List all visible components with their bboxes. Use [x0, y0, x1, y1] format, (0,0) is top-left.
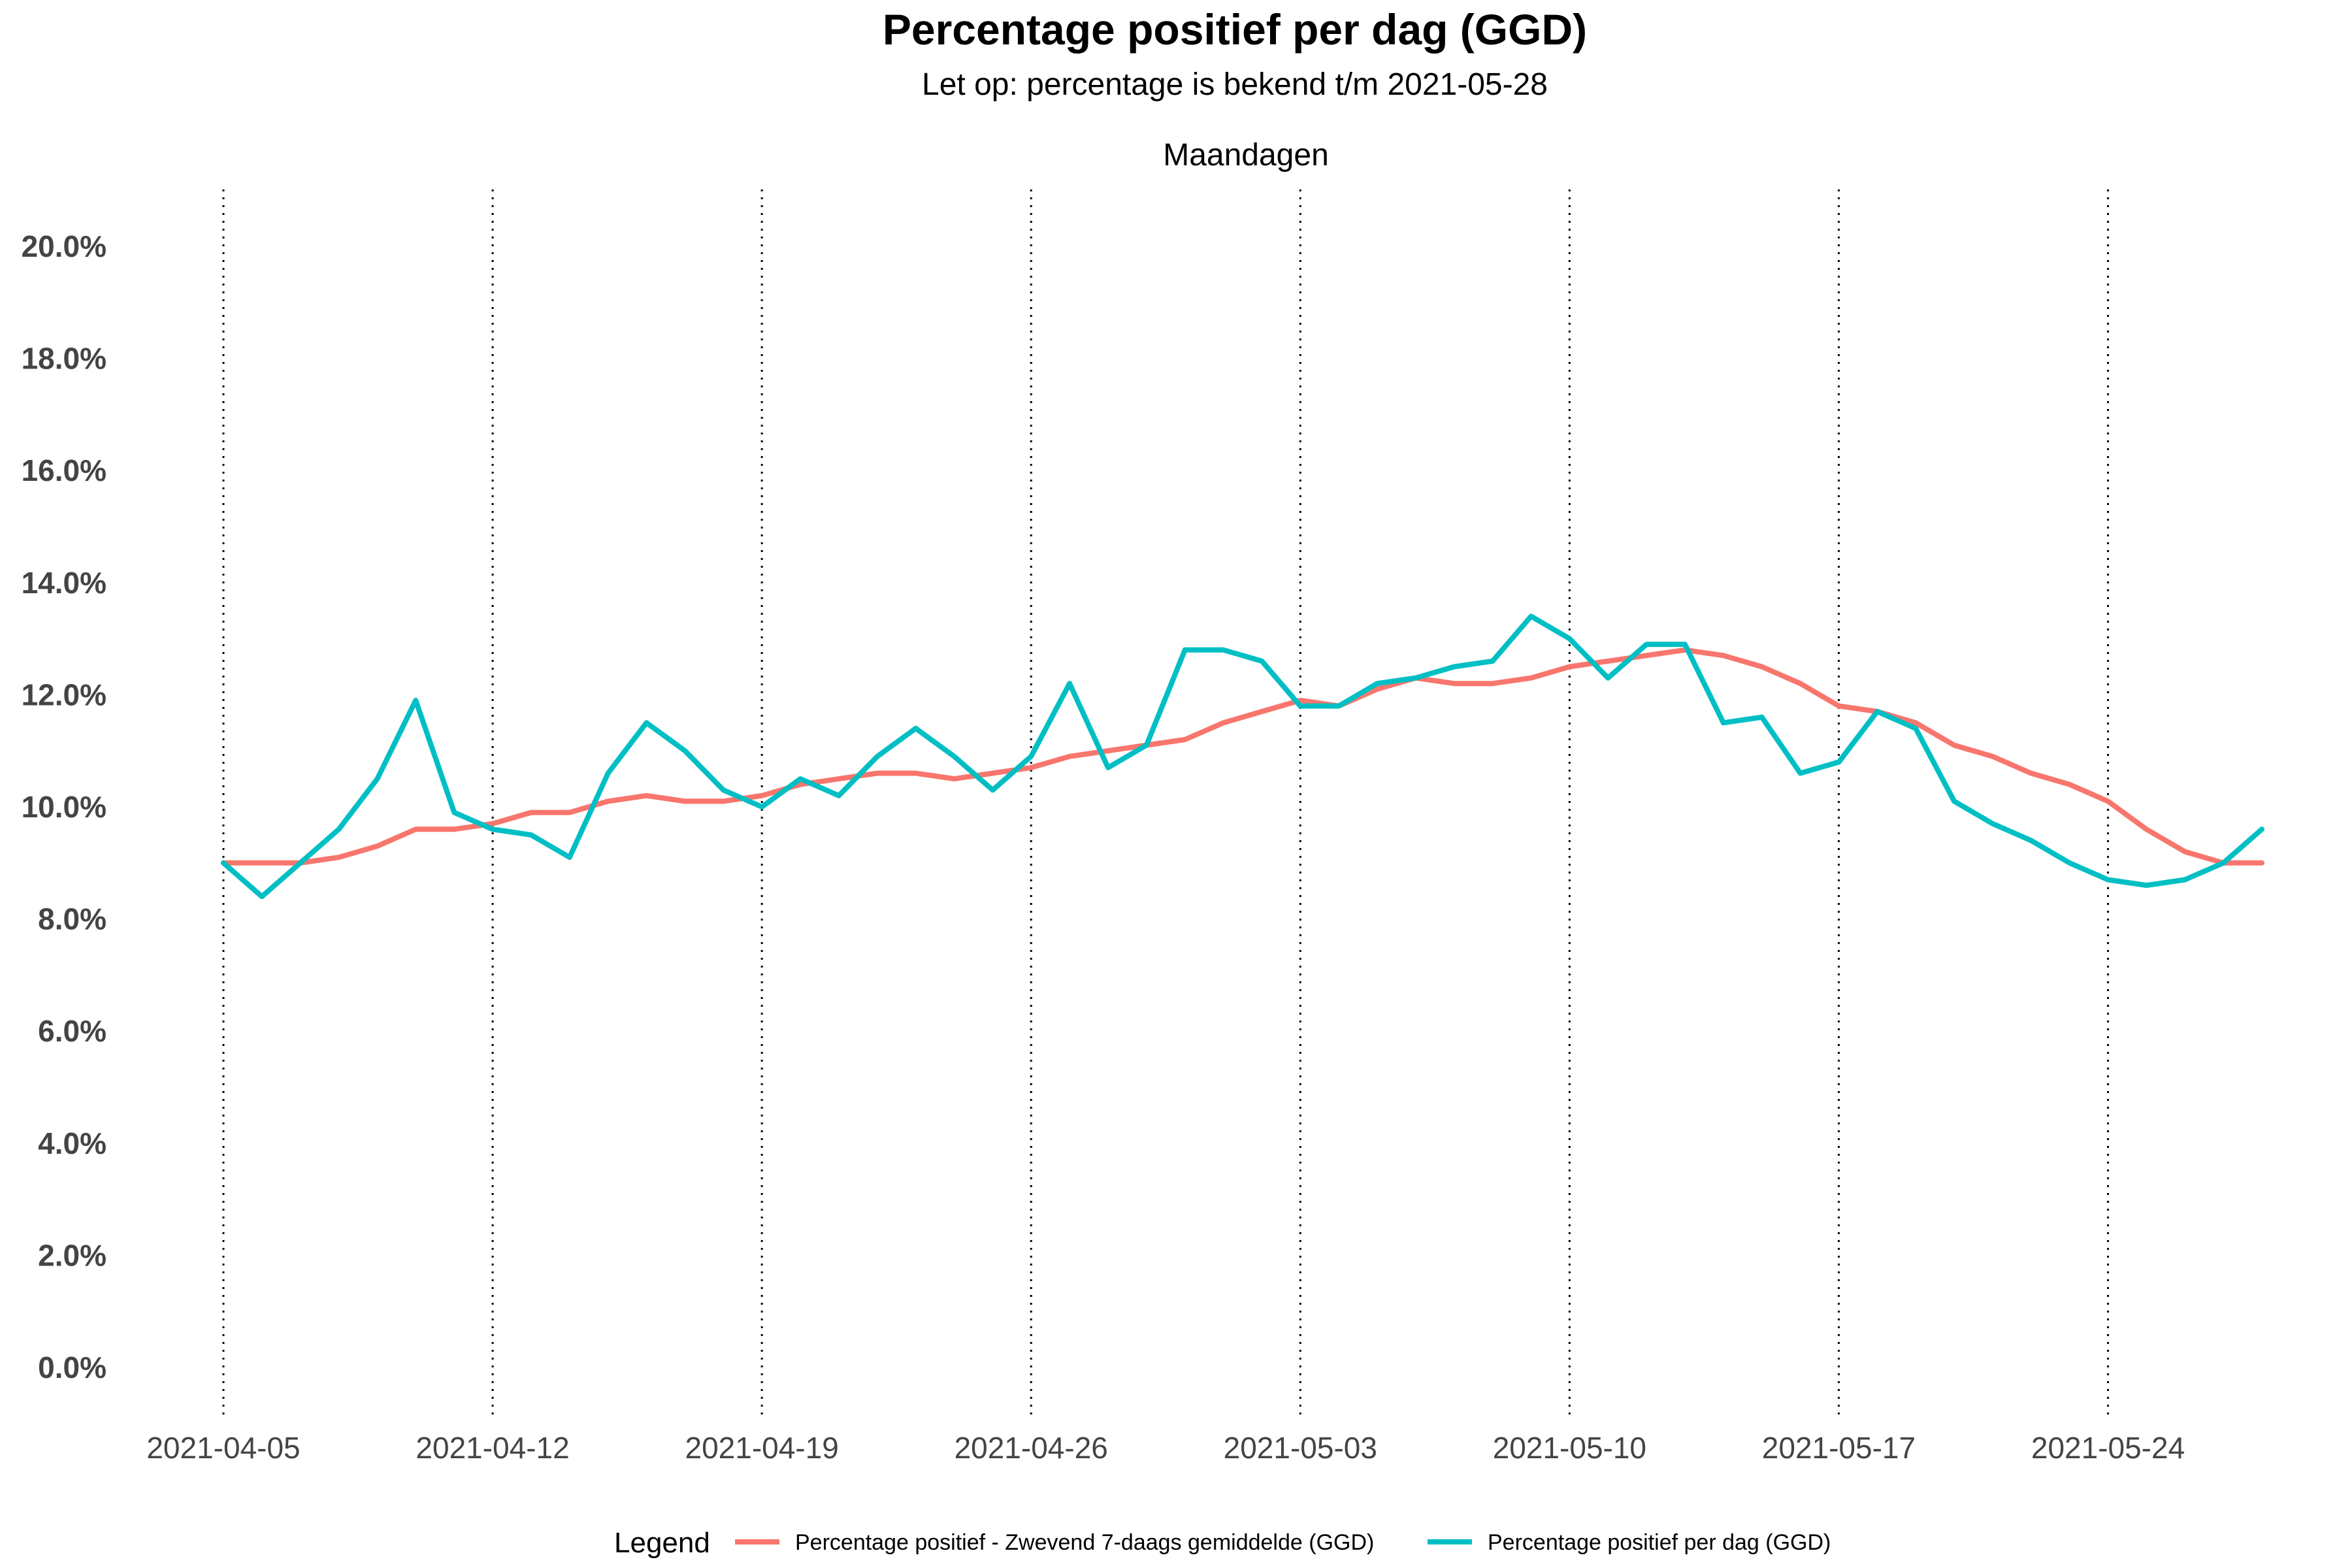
- x-tick-label: 2021-05-17: [1762, 1431, 1916, 1465]
- x-tick-label: 2021-04-19: [685, 1431, 838, 1465]
- legend-label-2: Percentage positief per dag (GGD): [1488, 1530, 1831, 1555]
- y-tick-label: 12.0%: [22, 678, 106, 711]
- series-line-1: [221, 647, 2264, 866]
- chart-subtitle: Let op: percentage is bekend t/m 2021-05…: [922, 67, 1548, 102]
- legend: Legend Percentage positief - Zwevend 7-da…: [614, 1527, 1831, 1559]
- y-tick-label: 2.0%: [38, 1238, 106, 1272]
- x-tick-label: 2021-04-05: [146, 1431, 300, 1465]
- monday-vlines: [222, 189, 2110, 1418]
- y-tick-label: 10.0%: [22, 790, 106, 824]
- x-axis: 2021-04-05 2021-04-12 2021-04-19 2021-04-26…: [146, 1431, 2185, 1465]
- y-tick-label: 8.0%: [38, 902, 106, 936]
- x-tick-label: 2021-04-26: [955, 1431, 1108, 1465]
- y-tick-label: 18.0%: [22, 342, 106, 376]
- x-tick-label: 2021-05-03: [1224, 1431, 1377, 1465]
- y-tick-label: 16.0%: [22, 453, 106, 487]
- legend-label-1: Percentage positief - Zwevend 7-daags ge…: [795, 1530, 1374, 1555]
- y-tick-label: 0.0%: [38, 1350, 106, 1384]
- series-line-2: [221, 613, 2264, 900]
- y-axis: 0.0% 2.0% 4.0% 6.0% 8.0% 10.0% 12.0% 14.0% 16.0%…: [22, 229, 106, 1384]
- x-tick-label: 2021-04-12: [416, 1431, 569, 1465]
- y-tick-label: 6.0%: [38, 1014, 106, 1048]
- x-tick-label: 2021-05-24: [2031, 1431, 2185, 1465]
- facet-label: Maandagen: [1163, 138, 1329, 172]
- x-tick-label: 2021-05-10: [1493, 1431, 1646, 1465]
- chart-title: Percentage positief per dag (GGD): [883, 5, 1587, 54]
- y-tick-label: 20.0%: [22, 229, 106, 263]
- y-tick-label: 14.0%: [22, 566, 106, 600]
- series-lines: [221, 613, 2264, 900]
- y-tick-label: 4.0%: [38, 1126, 106, 1160]
- legend-title: Legend: [614, 1527, 710, 1559]
